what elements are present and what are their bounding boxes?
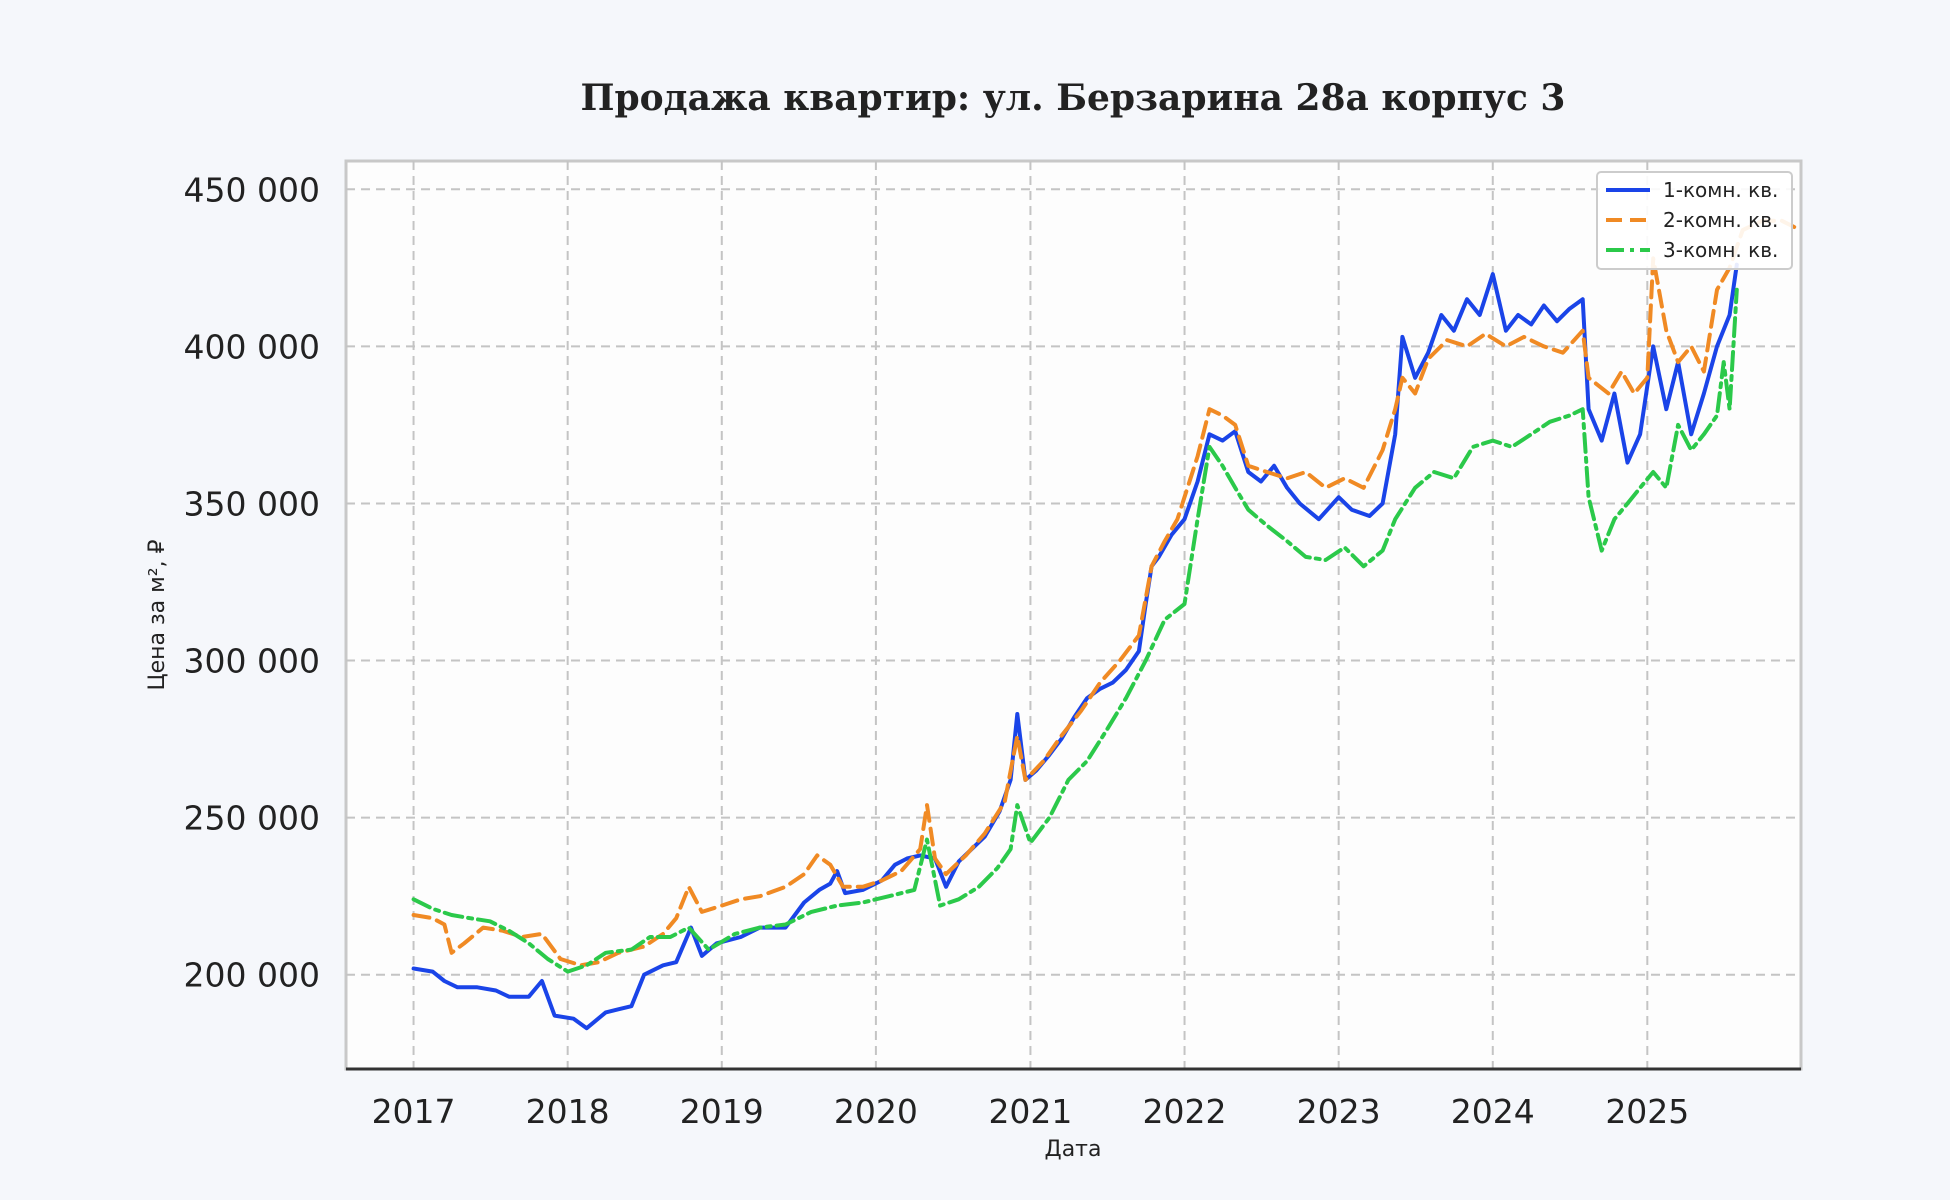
y-tick-label-200-000: 200 000 <box>184 956 320 995</box>
plot-area <box>344 159 1803 1071</box>
x-tick-label-2017: 2017 <box>372 1092 456 1131</box>
legend-label-1-room: 1-комн. кв. <box>1663 178 1778 202</box>
y-tick-label-400-000: 400 000 <box>184 327 320 366</box>
x-tick-labels: 2017 2018 2019 2020 2021 2022 2023 2024 2025 <box>372 1092 1690 1131</box>
x-tick-label-2022: 2022 <box>1143 1092 1227 1131</box>
grid <box>346 161 1801 1069</box>
legend-box <box>1596 171 1793 270</box>
x-tick-label-2018: 2018 <box>526 1092 610 1131</box>
chart-title: Продажа квартир: ул. Берзарина 28а корпу… <box>581 77 1566 119</box>
y-tick-label-300-000: 300 000 <box>184 642 320 681</box>
x-tick-label-2024: 2024 <box>1451 1092 1535 1131</box>
legend-label-2-room: 2-комн. кв. <box>1663 208 1778 232</box>
y-tick-label-250-000: 250 000 <box>184 799 320 838</box>
x-tick-label-2025: 2025 <box>1605 1092 1689 1131</box>
x-tick-label-2019: 2019 <box>680 1092 764 1131</box>
legend-label-3-room: 3-комн. кв. <box>1663 238 1778 262</box>
x-tick-label-2021: 2021 <box>988 1092 1072 1131</box>
x-axis-label: Дата <box>1045 1137 1102 1162</box>
y-tick-labels: 200 000 250 000 300 000 350 000 400 000 450 0… <box>184 170 320 994</box>
series-line-1-room <box>411 262 1739 1031</box>
series-line-3-room <box>411 287 1739 974</box>
y-tick-label-350-000: 350 000 <box>184 484 320 523</box>
series-line-2-room <box>411 218 1797 968</box>
y-axis-label: Цена за м², ₽ <box>145 539 170 690</box>
series-lines <box>411 218 1797 1031</box>
legend: 1-комн. кв. 2-комн. кв. 3-комн. кв. <box>1596 171 1793 270</box>
x-tick-label-2023: 2023 <box>1297 1092 1381 1131</box>
x-tick-label-2020: 2020 <box>834 1092 918 1131</box>
y-tick-label-450-000: 450 000 <box>184 170 320 209</box>
